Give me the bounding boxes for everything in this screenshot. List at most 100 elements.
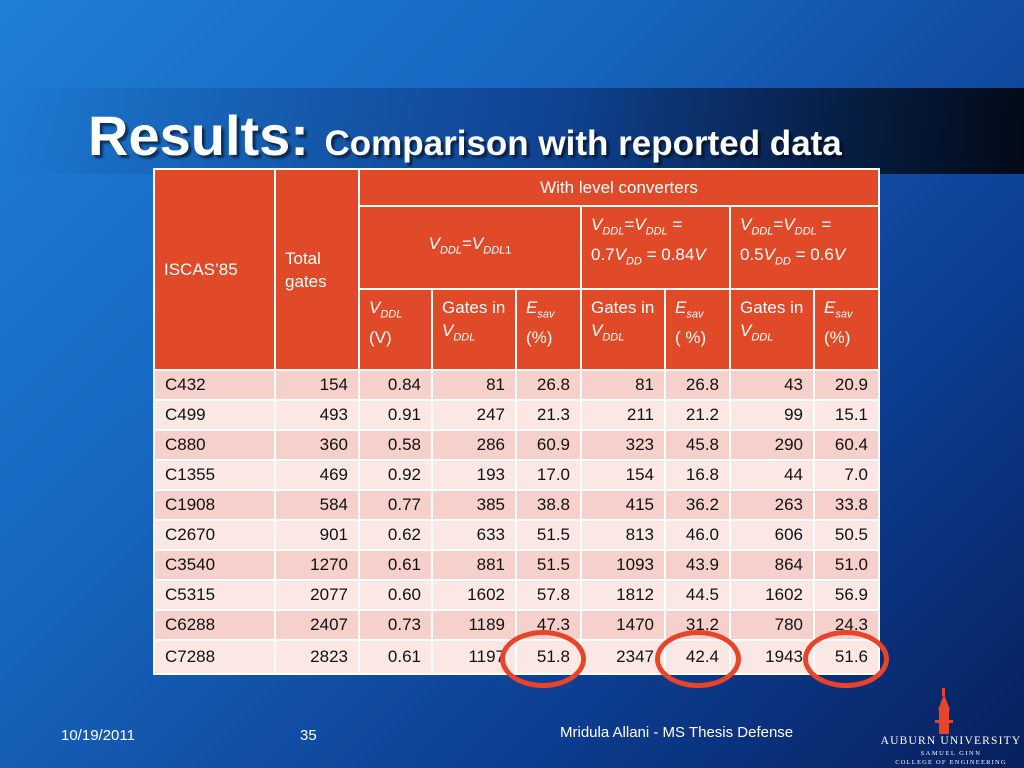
table-cell: 36.2 xyxy=(664,489,731,521)
table-cell: 360 xyxy=(274,429,360,461)
table-cell: 51.5 xyxy=(515,549,582,581)
table-cell: 51.0 xyxy=(813,549,880,581)
table-cell: 38.8 xyxy=(515,489,582,521)
logo-line-3: COLLEGE OF ENGINEERING xyxy=(895,759,1007,766)
table-cell: 286 xyxy=(431,429,517,461)
logo-line-1: AUBURN UNIVERSITY xyxy=(881,735,1022,747)
table-cell: 385 xyxy=(431,489,517,521)
header-gates-in-vddl-2: Gates in VDDL xyxy=(580,288,666,371)
table-row: C1908 584 0.77 385 38.8 415 36.2 263 33.8 xyxy=(153,489,880,521)
table-cell: 901 xyxy=(274,519,360,551)
table-cell: 44 xyxy=(729,459,815,491)
table-cell: 633 xyxy=(431,519,517,551)
table-row: C499 493 0.91 247 21.3 211 21.2 99 15.1 xyxy=(153,399,880,431)
table-cell: 1189 xyxy=(431,609,517,641)
table-row: C6288 2407 0.73 1189 47.3 1470 31.2 780 24.3 xyxy=(153,609,880,641)
tower-icon xyxy=(935,688,953,734)
table-row: C880 360 0.58 286 60.9 323 45.8 290 60.4 xyxy=(153,429,880,461)
title-band xyxy=(0,88,1024,174)
table-cell: 1093 xyxy=(580,549,666,581)
table-cell: 7.0 xyxy=(813,459,880,491)
circuit-name-cell: C1355 xyxy=(153,459,276,491)
header-vddl-volts: VDDL (V) xyxy=(358,288,433,371)
table-cell: 21.3 xyxy=(515,399,582,431)
table-cell: 57.8 xyxy=(515,579,582,611)
table-cell: 1602 xyxy=(431,579,517,611)
header-vddl-06: VDDL=VDDL = 0.5VDD = 0.6V xyxy=(729,205,880,290)
table-cell: 813 xyxy=(580,519,666,551)
circuit-name-cell: C5315 xyxy=(153,579,276,611)
table-cell: 193 xyxy=(431,459,517,491)
title-sub: Comparison with reported data xyxy=(324,124,842,163)
table-cell: 1270 xyxy=(274,549,360,581)
table-cell: 46.0 xyxy=(664,519,731,551)
table-cell: 0.91 xyxy=(358,399,433,431)
table-body: C432 154 0.84 81 26.8 81 26.8 43 20.9 C499 493 0.91… xyxy=(153,369,880,675)
table-row: C2670 901 0.62 633 51.5 813 46.0 606 50.5 xyxy=(153,519,880,551)
table-cell: 0.84 xyxy=(358,369,433,401)
table-cell: 211 xyxy=(580,399,666,431)
table-cell: 780 xyxy=(729,609,815,641)
footer-date: 10/19/2011 xyxy=(61,727,135,744)
table-cell: 0.62 xyxy=(358,519,433,551)
table-cell: 0.77 xyxy=(358,489,433,521)
table-cell: 2823 xyxy=(274,639,360,675)
table-cell: 44.5 xyxy=(664,579,731,611)
table-cell: 15.1 xyxy=(813,399,880,431)
table-cell: 17.0 xyxy=(515,459,582,491)
table-cell: 1812 xyxy=(580,579,666,611)
table-cell: 1602 xyxy=(729,579,815,611)
table-cell: 33.8 xyxy=(813,489,880,521)
highlight-circle-c6288-esav-1 xyxy=(500,630,586,688)
table-row: C1355 469 0.92 193 17.0 154 16.8 44 7.0 xyxy=(153,459,880,491)
table-cell: 2407 xyxy=(274,609,360,641)
table-cell: 263 xyxy=(729,489,815,521)
table-cell: 56.9 xyxy=(813,579,880,611)
table-cell: 1943 xyxy=(729,639,815,675)
circuit-name-cell: C3540 xyxy=(153,549,276,581)
table-row: C3540 1270 0.61 881 51.5 1093 43.9 864 51.0 xyxy=(153,549,880,581)
header-vddl-084: VDDL=VDDL = 0.7VDD = 0.84V xyxy=(580,205,731,290)
table-cell: 26.8 xyxy=(515,369,582,401)
circuit-name-cell: C499 xyxy=(153,399,276,431)
table-cell: 0.61 xyxy=(358,549,433,581)
table-cell: 0.60 xyxy=(358,579,433,611)
table-cell: 154 xyxy=(580,459,666,491)
table-cell: 81 xyxy=(431,369,517,401)
table-cell: 21.2 xyxy=(664,399,731,431)
table-cell: 60.4 xyxy=(813,429,880,461)
table-cell: 0.61 xyxy=(358,639,433,675)
header-esav-1: Esav (%) xyxy=(515,288,582,371)
header-total-gates: Total gates xyxy=(274,168,360,371)
circuit-name-cell: C432 xyxy=(153,369,276,401)
table-cell: 60.9 xyxy=(515,429,582,461)
table-cell: 290 xyxy=(729,429,815,461)
circuit-name-cell: C1908 xyxy=(153,489,276,521)
header-gates-in-vddl-1: Gates in VDDL xyxy=(431,288,517,371)
table-cell: 247 xyxy=(431,399,517,431)
table-cell: 881 xyxy=(431,549,517,581)
table-cell: 154 xyxy=(274,369,360,401)
table-cell: 16.8 xyxy=(664,459,731,491)
header-gates-in-vddl-3: Gates in VDDL xyxy=(729,288,815,371)
table-cell: 81 xyxy=(580,369,666,401)
table-cell: 493 xyxy=(274,399,360,431)
header-esav-3: Esav (%) xyxy=(813,288,880,371)
table-cell: 2347 xyxy=(580,639,666,675)
circuit-name-cell: C2670 xyxy=(153,519,276,551)
table-cell: 26.8 xyxy=(664,369,731,401)
table-cell: 864 xyxy=(729,549,815,581)
slide-title: Results: Comparison with reported data xyxy=(88,103,842,168)
table-cell: 2077 xyxy=(274,579,360,611)
header-with-level-converters: With level converters xyxy=(358,168,880,207)
table-cell: 43 xyxy=(729,369,815,401)
footer-author: Mridula Allani - MS Thesis Defense xyxy=(560,724,794,741)
table-cell: 606 xyxy=(729,519,815,551)
table-cell: 20.9 xyxy=(813,369,880,401)
table-cell: 0.73 xyxy=(358,609,433,641)
highlight-circle-c6288-esav-2 xyxy=(655,630,741,688)
table-cell: 584 xyxy=(274,489,360,521)
results-table: ISCAS’85 Total gates With level converte… xyxy=(153,168,880,675)
table-cell: 1470 xyxy=(580,609,666,641)
table-row: C5315 2077 0.60 1602 57.8 1812 44.5 1602 56.9 xyxy=(153,579,880,611)
